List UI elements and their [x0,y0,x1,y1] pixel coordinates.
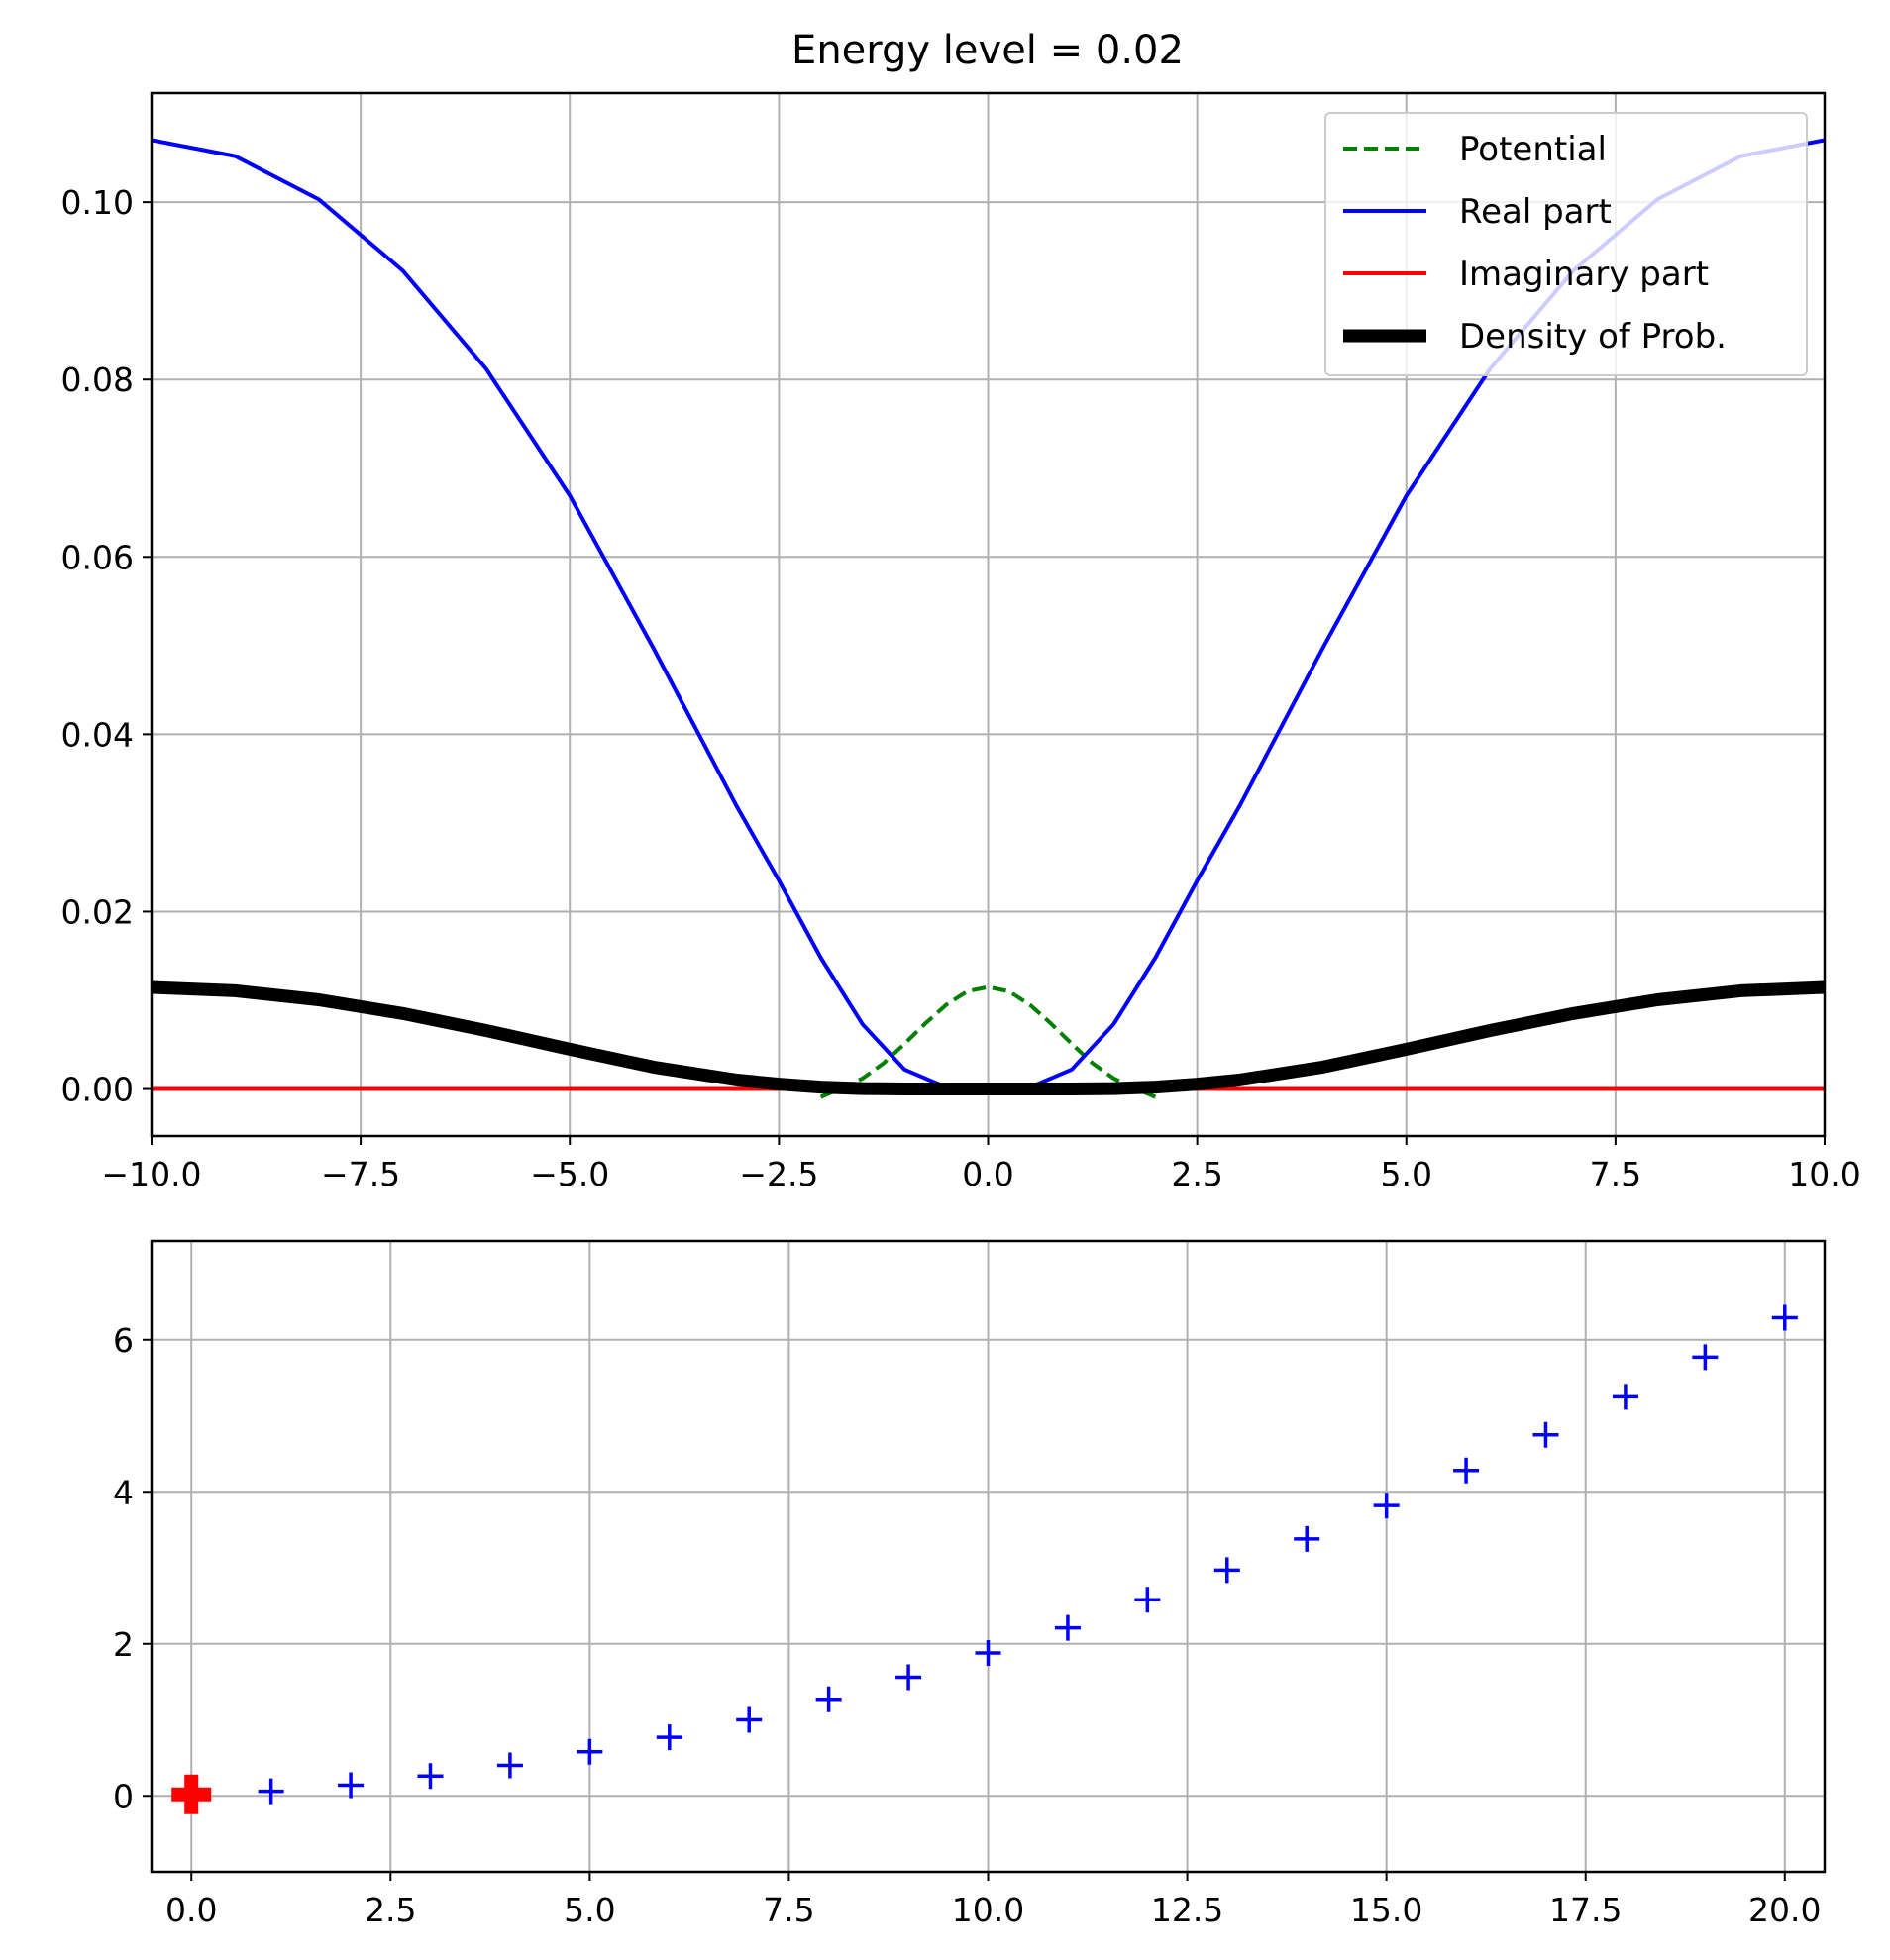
legend-label: Real part [1459,192,1612,232]
y-tick-label: 0.04 [61,715,134,754]
data-point-plus [496,1752,523,1779]
data-point-plus [736,1706,763,1733]
data-point-plus [1612,1384,1638,1410]
y-tick-label: 0.02 [61,892,134,931]
x-tick-label: 5.0 [564,1891,615,1929]
data-point-plus [1771,1304,1798,1331]
legend-box [1324,112,1808,376]
data-point-plus [1054,1614,1081,1641]
y-tick-label: 6 [113,1321,134,1360]
data-point-plus [258,1778,284,1805]
data-point-filled-plus [171,1774,212,1814]
x-tick-label: 0.0 [165,1891,217,1929]
x-tick-label: 0.0 [962,1155,1013,1193]
top-chart-axes: −10.0 −7.5 −5.0 −2.5 0.0 2.5 5.0 7.5 10.0 0.00 0.0… [61,91,1861,1193]
x-tick-label: −2.5 [739,1155,818,1193]
data-point-plus [1213,1557,1240,1584]
data-point-plus [975,1639,1001,1666]
x-tick-label: −5.0 [530,1155,609,1193]
data-point-plus [1373,1493,1400,1519]
plot-area [178,1304,1798,1807]
data-point-plus [1532,1421,1559,1448]
data-point-plus [656,1724,682,1751]
y-tick-label: 0.06 [61,538,134,576]
x-tick-label: 7.5 [763,1891,814,1929]
y-tick-label: 2 [113,1625,134,1664]
x-tick-label: 5.0 [1381,1155,1432,1193]
y-tick-label: 0.00 [61,1071,134,1109]
data-point-plus [895,1664,922,1691]
data-point-plus [1134,1587,1161,1613]
legend-label: Imaginary part [1459,255,1709,294]
legend-label: Density of Prob. [1459,317,1727,357]
x-tick-label: −7.5 [321,1155,400,1193]
y-tick-label: 0.10 [61,183,134,222]
plot-area [152,138,1825,1099]
data-point-plus [1453,1457,1480,1484]
x-tick-label: 7.5 [1590,1155,1641,1193]
data-point-plus [1294,1525,1320,1552]
y-tick-label: 0 [113,1777,134,1815]
x-tick-label: 2.5 [365,1891,416,1929]
data-point-plus [338,1772,365,1799]
data-point-plus [815,1686,842,1712]
series-line-potential [819,984,1157,1099]
series-line-density-of-prob [152,980,1825,1095]
y-tick-label: 4 [113,1473,134,1511]
bottom-chart-axes: 0.0 2.5 5.0 7.5 10.0 12.5 15.0 17.5 20.0 0 2 4 6 [113,1239,1827,1929]
top-chart-title: Energy level = 0.02 [791,28,1184,73]
x-tick-label: 2.5 [1171,1155,1222,1193]
x-tick-label: 10.0 [952,1891,1024,1929]
data-point-plus [577,1738,603,1765]
x-tick-label: 10.0 [1788,1155,1860,1193]
x-tick-label: 15.0 [1350,1891,1422,1929]
x-tick-label: 20.0 [1748,1891,1821,1929]
data-point-plus [417,1763,444,1790]
x-tick-label: 17.5 [1549,1891,1622,1929]
y-tick-label: 0.08 [61,361,134,399]
x-tick-label: 12.5 [1151,1891,1223,1929]
x-tick-label: −10.0 [101,1155,201,1193]
legend-label: Potential [1459,130,1607,169]
data-point-plus [1692,1344,1719,1371]
